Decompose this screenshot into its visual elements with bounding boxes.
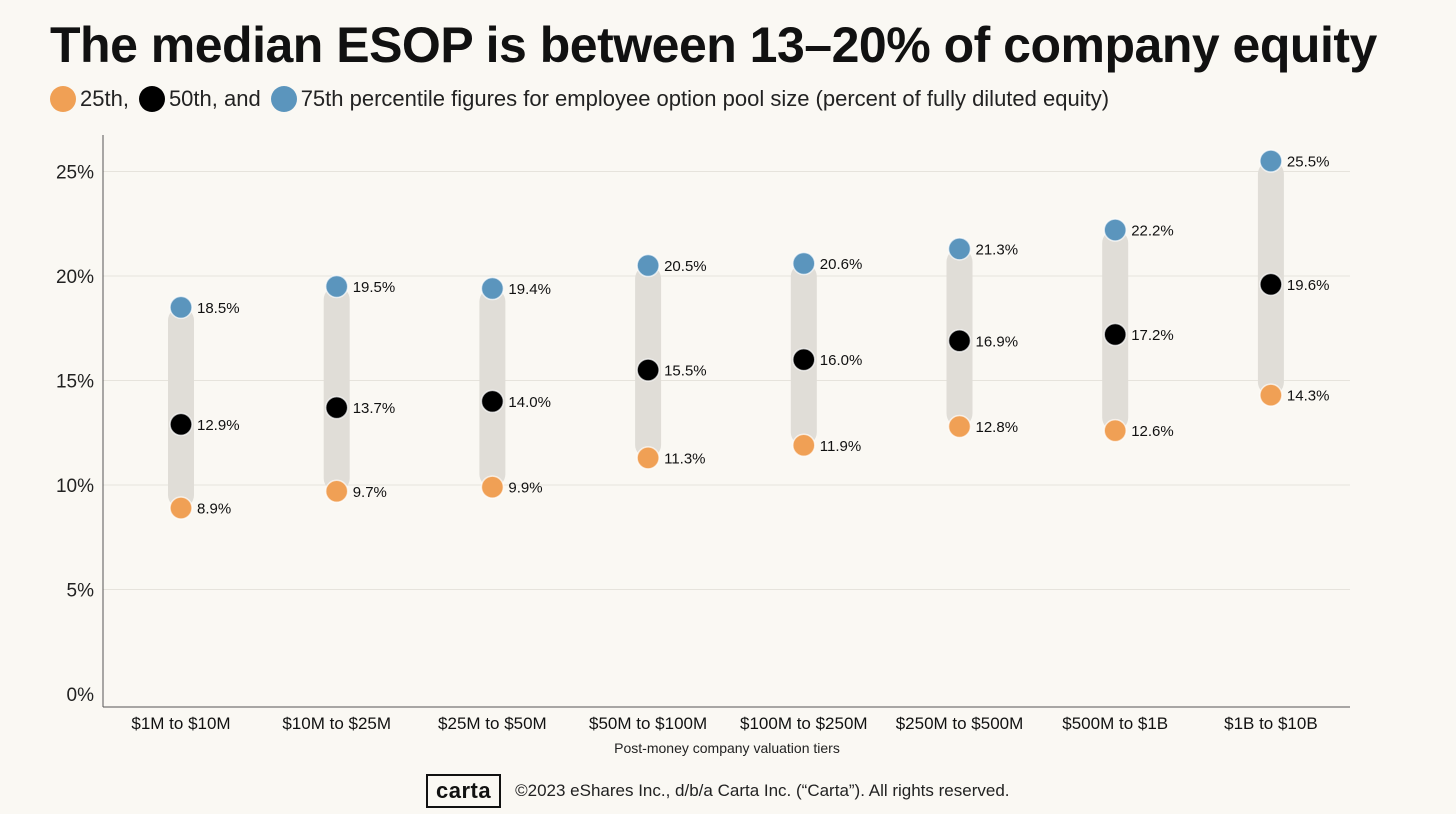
data-label: 12.9% bbox=[197, 417, 240, 434]
dot-25th bbox=[636, 446, 660, 470]
data-label: 19.4% bbox=[508, 281, 551, 298]
data-label: 12.6% bbox=[1131, 423, 1174, 440]
data-label: 22.2% bbox=[1131, 223, 1174, 240]
dot-75th bbox=[324, 274, 349, 299]
range-band bbox=[479, 288, 506, 488]
dot-25th bbox=[480, 475, 505, 499]
data-label: 21.3% bbox=[976, 241, 1019, 258]
x-tick-label: $250M to $500M bbox=[896, 714, 1024, 733]
data-label: 12.8% bbox=[976, 419, 1019, 436]
dot-75th bbox=[636, 253, 660, 278]
copyright-text: ©2023 eShares Inc., d/b/a Carta Inc. (“C… bbox=[515, 781, 1010, 800]
data-label: 13.7% bbox=[353, 400, 396, 417]
data-label: 19.6% bbox=[1287, 277, 1330, 294]
x-tick-label: $50M to $100M bbox=[589, 714, 707, 733]
data-label: 17.2% bbox=[1131, 327, 1174, 344]
chart-subtitle-legend: 25th, 50th, and 75th percentile figures … bbox=[50, 86, 1109, 112]
footer: carta ©2023 eShares Inc., d/b/a Carta In… bbox=[426, 774, 1010, 808]
dot-25th bbox=[947, 414, 972, 439]
dot-25th bbox=[169, 496, 193, 520]
x-tick-label: $1B to $10B bbox=[1224, 714, 1318, 733]
dot-50th bbox=[792, 347, 816, 372]
dot-25th bbox=[1259, 383, 1283, 407]
x-tick-label: $1M to $10M bbox=[131, 714, 230, 733]
dot-75th bbox=[792, 251, 816, 276]
carta-logo: carta bbox=[426, 774, 502, 808]
dot-50th bbox=[324, 395, 349, 420]
dot-50th bbox=[480, 389, 505, 414]
range-band bbox=[168, 307, 194, 508]
data-label: 16.0% bbox=[820, 352, 863, 369]
data-label: 8.9% bbox=[197, 500, 231, 517]
dot-50th bbox=[1103, 322, 1127, 347]
dot-25th bbox=[324, 479, 349, 504]
data-label: 11.3% bbox=[664, 450, 705, 467]
y-tick-label: 0% bbox=[67, 685, 95, 706]
y-tick-label: 15% bbox=[56, 372, 94, 393]
dot-50th bbox=[636, 358, 660, 382]
dot-75th bbox=[1103, 218, 1127, 242]
y-tick-label: 5% bbox=[67, 581, 95, 602]
data-label: 14.3% bbox=[1287, 388, 1330, 405]
legend-label-25th: 25th, bbox=[80, 86, 129, 111]
legend-label-50th: 50th, and bbox=[168, 86, 261, 111]
legend-dot-25th bbox=[50, 86, 76, 112]
y-tick-label: 10% bbox=[56, 476, 94, 497]
legend-dot-50th bbox=[138, 86, 165, 112]
dot-75th bbox=[1259, 149, 1283, 173]
data-label: 15.5% bbox=[664, 363, 707, 380]
x-tick-label: $500M to $1B bbox=[1062, 714, 1168, 733]
x-tick-label: $25M to $50M bbox=[438, 714, 547, 733]
data-label: 11.9% bbox=[820, 438, 861, 455]
data-label: 20.6% bbox=[820, 256, 863, 273]
data-label: 16.9% bbox=[976, 333, 1019, 350]
dot-25th bbox=[792, 433, 816, 458]
data-label: 9.7% bbox=[353, 484, 387, 501]
data-label: 9.9% bbox=[508, 480, 542, 497]
x-tick-label: $100M to $250M bbox=[740, 714, 868, 733]
dot-50th bbox=[169, 412, 193, 437]
dot-75th bbox=[169, 295, 193, 320]
chart-title: The median ESOP is between 13–20% of com… bbox=[50, 17, 1377, 73]
dot-50th bbox=[947, 329, 972, 353]
x-tick-label: $10M to $25M bbox=[282, 714, 391, 733]
data-label: 19.5% bbox=[353, 279, 396, 296]
dot-25th bbox=[1103, 418, 1127, 443]
data-label: 25.5% bbox=[1287, 154, 1330, 171]
dot-75th bbox=[480, 276, 505, 301]
data-label: 20.5% bbox=[664, 258, 707, 275]
legend-label-75th: 75th percentile figures for employee opt… bbox=[300, 86, 1110, 111]
range-band bbox=[323, 286, 350, 492]
dot-75th bbox=[947, 237, 972, 261]
y-tick-label: 20% bbox=[56, 267, 94, 288]
data-label: 18.5% bbox=[197, 300, 240, 317]
x-axis-title: Post-money company valuation tiers bbox=[614, 740, 840, 756]
legend-dot-75th bbox=[270, 86, 297, 112]
data-label: 14.0% bbox=[508, 394, 551, 411]
dot-50th bbox=[1259, 272, 1283, 297]
y-tick-label: 25% bbox=[56, 163, 94, 184]
